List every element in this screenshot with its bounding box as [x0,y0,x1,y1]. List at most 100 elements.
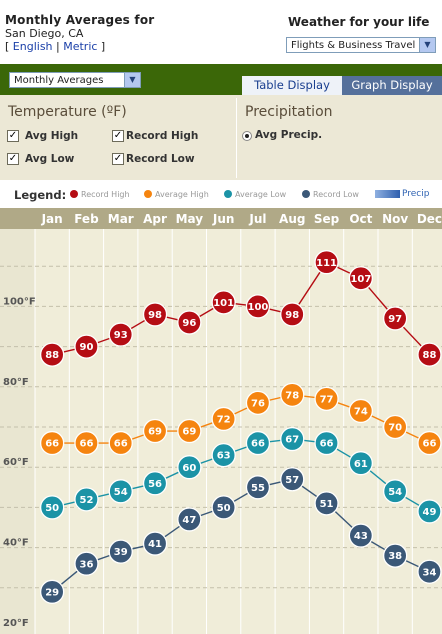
legend-record-high: Record High [81,190,130,199]
avg-high-checkbox[interactable]: ✓ [7,130,19,142]
data-label: 49 [422,507,436,518]
data-point [245,390,271,416]
data-point [280,467,305,492]
page-title: Monthly Averages for [5,13,155,27]
data-point [177,418,202,444]
data-point [40,495,65,520]
data-label: 101 [213,298,234,309]
record-high-checkbox[interactable]: ✓ [112,130,124,142]
month-label: Aug [279,212,305,226]
data-point [417,342,442,367]
data-label: 43 [354,531,368,542]
data-point [348,451,374,476]
data-label: 90 [79,342,93,353]
data-point [142,471,168,496]
avg-precip-radio[interactable] [242,131,252,141]
data-label: 66 [114,439,128,450]
average-high-legend-dot [144,190,152,198]
data-point [108,430,133,456]
data-label: 69 [148,427,162,438]
record-low-legend-dot [302,190,310,198]
avg-low-label: Avg Low [25,153,75,165]
data-label: 38 [388,551,402,562]
precip-legend-swatch [375,190,400,198]
filter-divider [236,98,237,178]
data-label: 29 [45,587,59,598]
avg-precip-label: Avg Precip. [255,129,323,141]
data-label: 72 [217,415,231,426]
data-point [382,306,408,331]
record-low-label: Record Low [126,153,195,165]
metric-units-link[interactable]: Metric [63,40,98,53]
month-label: Mar [108,212,134,226]
data-point [40,579,65,604]
avg-low-checkbox[interactable]: ✓ [7,153,19,165]
data-point [142,418,168,444]
legend-title: Legend: [14,188,67,202]
chevron-down-icon[interactable]: ▼ [419,38,435,52]
tab-graph-display[interactable]: Graph Display [342,76,442,95]
units-close-bracket: ] [97,40,106,53]
data-label: 98 [148,310,162,321]
record-low-checkbox[interactable]: ✓ [112,153,124,165]
data-point [245,430,271,456]
data-point [177,455,202,480]
data-point [74,334,99,359]
legend-precip: Precip [402,189,430,199]
data-label: 52 [79,495,93,506]
data-label: 57 [285,475,299,486]
data-label: 50 [217,503,231,514]
data-point [314,491,339,516]
month-label: Jan [41,212,63,226]
legend-average-high: Average High [155,190,209,199]
data-label: 66 [251,439,265,450]
temperature-heading: Temperature (ºF) [8,104,127,120]
legend-record-low: Record Low [313,190,359,199]
data-label: 70 [388,423,402,434]
english-units-link[interactable]: English [12,40,53,53]
data-point [348,266,374,291]
location-name: San Diego, CA [5,27,84,40]
data-label: 67 [285,435,299,446]
precipitation-heading: Precipitation [245,104,333,120]
page-header: Monthly Averages for San Diego, CA [ Eng… [0,0,442,64]
data-label: 54 [114,487,128,498]
weather-topic-select[interactable]: Flights & Business Travel ▼ [286,37,436,53]
data-point [314,430,339,456]
data-label: 56 [148,479,162,490]
view-select-value: Monthly Averages [14,75,104,86]
plot-area [35,229,442,634]
data-label: 98 [285,310,299,321]
data-label: 36 [79,559,93,570]
data-label: 97 [388,314,402,325]
data-point [280,426,305,452]
month-label: Apr [143,212,167,226]
y-tick-label: 20°F [3,618,29,629]
avg-high-label: Avg High [25,130,79,142]
data-point [245,294,271,319]
data-label: 66 [422,439,436,450]
month-label: Nov [382,212,408,226]
legend-average-low: Average Low [235,190,287,199]
tab-table-display[interactable]: Table Display [242,76,342,95]
data-label: 60 [182,463,196,474]
month-label: May [176,212,204,226]
data-point [108,322,133,347]
temperature-chart: Jan Feb Mar Apr May Jun Jul Aug Sep Oct Nov Dec 100°… [0,208,442,634]
data-point [417,559,442,584]
data-label: 107 [350,274,371,285]
data-point [108,539,133,564]
data-point [142,531,168,556]
data-label: 76 [251,398,265,409]
data-point [211,406,236,432]
view-select[interactable]: Monthly Averages ▼ [9,72,141,88]
data-label: 66 [320,439,334,450]
chevron-down-icon[interactable]: ▼ [124,73,140,87]
data-point [348,523,374,548]
data-point [280,382,305,407]
data-point [348,398,374,424]
data-label: 55 [251,483,265,494]
data-label: 88 [422,350,436,361]
y-axis-band [0,229,35,634]
weather-topic-value: Flights & Business Travel [291,40,416,51]
